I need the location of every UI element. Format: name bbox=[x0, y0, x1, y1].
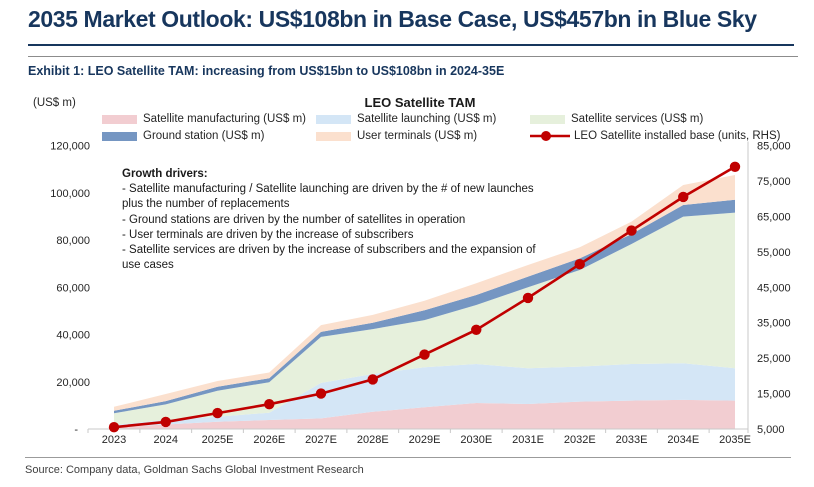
legend-label: Satellite manufacturing (US$ m) bbox=[143, 113, 306, 125]
y-right-tick-label: 35,000 bbox=[757, 318, 791, 330]
legend-swatch bbox=[530, 114, 565, 124]
legend-item: User terminals (US$ m) bbox=[316, 130, 530, 142]
stacked-area-chart: 120,000 100,000 80,000 60,000 40,000 20,000 - 8… bbox=[50, 141, 791, 447]
x-tick-label: 2030E bbox=[460, 434, 492, 446]
legend-label: Satellite launching (US$ m) bbox=[357, 113, 497, 125]
x-tick-label: 2028E bbox=[357, 434, 389, 446]
growth-drivers-note: Growth drivers: - Satellite manufacturin… bbox=[122, 167, 542, 273]
source-text: Source: Company data, Goldman Sachs Glob… bbox=[25, 464, 364, 476]
x-tick-label: 2035E bbox=[719, 434, 751, 446]
installed-base-marker bbox=[522, 292, 534, 304]
y-left-tick-label: 20,000 bbox=[56, 377, 90, 389]
y-right-tick-label: 65,000 bbox=[757, 211, 791, 223]
growth-drivers-heading: Growth drivers: bbox=[122, 168, 208, 180]
page-title: 2035 Market Outlook: US$108bn in Base Ca… bbox=[28, 6, 757, 32]
title-rule-gray bbox=[28, 56, 798, 57]
area-series bbox=[114, 212, 735, 425]
x-tick-label: 2026E bbox=[253, 434, 285, 446]
installed-base-marker bbox=[108, 422, 120, 433]
y-left-tick-label: 40,000 bbox=[56, 330, 90, 342]
legend-item: Satellite launching (US$ m) bbox=[316, 113, 530, 125]
growth-driver-line: - Ground stations are driven by the numb… bbox=[122, 213, 466, 226]
installed-base-marker bbox=[264, 399, 275, 410]
x-tick-label: 2033E bbox=[616, 434, 648, 446]
x-tick-label: 2031E bbox=[512, 434, 544, 446]
x-tick-label: 2025E bbox=[202, 434, 234, 446]
growth-driver-line: - Satellite manufacturing / Satellite la… bbox=[122, 183, 534, 211]
growth-driver-line: - User terminals are driven by the incre… bbox=[122, 228, 414, 241]
legend-swatch bbox=[316, 114, 351, 124]
y-right-tick-label: 5,000 bbox=[757, 424, 785, 436]
y-left-tick-label: 80,000 bbox=[56, 235, 90, 247]
installed-base-marker bbox=[315, 388, 327, 399]
area-series bbox=[114, 175, 735, 411]
area-series bbox=[114, 199, 735, 414]
y-left-tick-label: 120,000 bbox=[50, 141, 90, 153]
y-right-tick-label: 25,000 bbox=[757, 353, 791, 365]
y-right-tick-label: 85,000 bbox=[757, 141, 791, 153]
legend-item: Satellite services (US$ m) bbox=[530, 113, 782, 125]
installed-base-marker bbox=[367, 374, 378, 385]
y-left-tick-label: - bbox=[74, 424, 78, 436]
area-series bbox=[114, 399, 735, 429]
growth-driver-line: - Satellite services are driven by the i… bbox=[122, 243, 536, 272]
installed-base-marker bbox=[574, 259, 585, 270]
legend-swatch bbox=[316, 131, 351, 141]
installed-base-marker bbox=[160, 416, 171, 428]
title-rule-navy bbox=[28, 44, 794, 46]
x-tick-label: 2034E bbox=[667, 434, 699, 446]
legend-swatch bbox=[102, 131, 137, 141]
chart-title: LEO Satellite TAM bbox=[364, 95, 476, 110]
installed-base-marker bbox=[419, 349, 430, 360]
legend-label: Satellite services (US$ m) bbox=[571, 113, 704, 125]
x-tick-label: 2029E bbox=[409, 434, 441, 446]
legend-line-marker-swatch bbox=[530, 131, 570, 141]
x-tick-label: 2032E bbox=[564, 434, 596, 446]
legend-label: LEO Satellite installed base (units, RHS… bbox=[574, 130, 781, 142]
y-right-tick-label: 45,000 bbox=[757, 282, 791, 294]
source-divider bbox=[25, 457, 791, 458]
y-left-tick-label: 100,000 bbox=[50, 188, 90, 200]
area-series bbox=[114, 363, 735, 428]
x-tick-label: 2027E bbox=[305, 434, 337, 446]
legend-item: Ground station (US$ m) bbox=[102, 130, 316, 142]
installed-base-marker bbox=[626, 225, 637, 236]
legend-swatch bbox=[102, 114, 137, 124]
legend-item: Satellite manufacturing (US$ m) bbox=[102, 113, 316, 125]
y-right-tick-label: 75,000 bbox=[757, 176, 791, 188]
installed-base-marker bbox=[471, 324, 482, 335]
y-right-tick-label: 15,000 bbox=[757, 389, 791, 401]
y-right-tick-label: 55,000 bbox=[757, 247, 791, 259]
installed-base-marker bbox=[729, 161, 741, 172]
y-left-tick-label: 60,000 bbox=[56, 282, 90, 294]
legend-item: LEO Satellite installed base (units, RHS… bbox=[530, 130, 782, 142]
x-tick-label: 2023 bbox=[102, 434, 126, 446]
installed-base-marker bbox=[678, 191, 689, 203]
x-tick-label: 2024 bbox=[154, 434, 178, 446]
chart-legend: Satellite manufacturing (US$ m) Satellite… bbox=[102, 113, 782, 142]
exhibit-title: Exhibit 1: LEO Satellite TAM: increasing… bbox=[28, 64, 505, 78]
y-axis-unit-label: (US$ m) bbox=[33, 97, 76, 109]
legend-label: User terminals (US$ m) bbox=[357, 130, 478, 142]
installed-base-marker bbox=[212, 407, 223, 419]
legend-label: Ground station (US$ m) bbox=[143, 130, 265, 142]
